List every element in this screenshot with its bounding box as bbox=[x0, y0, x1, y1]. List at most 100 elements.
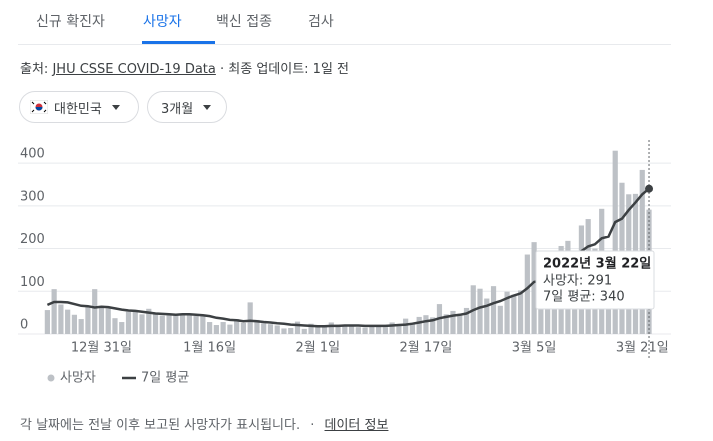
bar bbox=[186, 315, 192, 334]
legend-label: 7일 평균 bbox=[141, 371, 189, 386]
bar bbox=[207, 322, 213, 334]
legend-label: 사망자 bbox=[60, 371, 96, 386]
bar bbox=[389, 322, 395, 334]
x-tick-label: 12월 31일 bbox=[71, 341, 132, 356]
bar bbox=[234, 319, 240, 334]
bar bbox=[247, 302, 253, 334]
active-tab-indicator bbox=[142, 41, 215, 44]
bar bbox=[58, 304, 64, 334]
tab[interactable]: 신규 확진자 bbox=[36, 14, 105, 30]
bar bbox=[132, 310, 138, 334]
tooltip-row: 7일 평균: 340 bbox=[543, 290, 625, 305]
bar bbox=[119, 322, 125, 334]
tab[interactable]: 사망자 bbox=[143, 14, 182, 30]
bar bbox=[443, 314, 449, 334]
bar bbox=[71, 314, 78, 334]
bar bbox=[159, 315, 165, 334]
bar bbox=[227, 324, 233, 334]
bar bbox=[146, 308, 152, 334]
bar bbox=[382, 327, 388, 334]
x-tick-label: 2월 1일 bbox=[295, 341, 340, 356]
source-link[interactable]: JHU CSSE COVID-19 Data bbox=[52, 62, 216, 77]
data-info-link[interactable]: 데이터 정보 bbox=[324, 418, 389, 433]
bar bbox=[112, 318, 118, 334]
y-tick-label: 200 bbox=[20, 232, 45, 247]
bar bbox=[254, 319, 260, 334]
bar bbox=[348, 326, 355, 334]
source-line: 출처: JHU CSSE COVID-19 Data · 최종 업데이트: 1일… bbox=[20, 58, 349, 77]
bar bbox=[321, 326, 328, 334]
bar bbox=[484, 298, 490, 334]
region-chip[interactable]: 대한민국 bbox=[19, 91, 139, 123]
legend-swatch bbox=[47, 374, 55, 382]
bar bbox=[240, 322, 247, 334]
bar bbox=[612, 150, 618, 334]
bar bbox=[65, 309, 71, 334]
bar bbox=[44, 310, 50, 334]
bar bbox=[396, 325, 402, 334]
bar bbox=[362, 327, 368, 334]
bar bbox=[335, 324, 341, 334]
bar bbox=[504, 291, 510, 334]
bar bbox=[274, 325, 280, 334]
bar bbox=[531, 242, 537, 334]
bar bbox=[78, 319, 84, 334]
bar bbox=[220, 322, 226, 334]
bar bbox=[166, 315, 172, 334]
bar bbox=[105, 308, 111, 334]
bar bbox=[139, 314, 145, 334]
bar bbox=[376, 326, 382, 334]
bar bbox=[200, 314, 206, 334]
bar bbox=[423, 315, 429, 334]
bar bbox=[517, 290, 524, 334]
tooltip-row: 사망자: 291 bbox=[543, 274, 612, 289]
bar bbox=[538, 298, 544, 334]
bar bbox=[457, 314, 463, 334]
bar bbox=[403, 318, 409, 334]
bar bbox=[463, 307, 470, 334]
bar bbox=[213, 325, 219, 334]
update-info: · 최종 업데이트: 1일 전 bbox=[220, 62, 350, 77]
bar bbox=[409, 323, 416, 334]
bar bbox=[430, 317, 436, 334]
flag-icon bbox=[30, 100, 48, 114]
bar bbox=[92, 289, 98, 334]
bar bbox=[85, 307, 91, 334]
bar bbox=[267, 324, 274, 334]
chip-label: 대한민국 bbox=[54, 101, 102, 117]
y-tick-label: 100 bbox=[20, 275, 45, 290]
bar bbox=[511, 294, 517, 334]
x-tick-label: 1월 16일 bbox=[183, 341, 236, 356]
bar bbox=[261, 323, 267, 334]
x-tick-label: 3월 21일 bbox=[616, 341, 669, 356]
tab-bar: 신규 확진자 사망자 백신 접종 검사 bbox=[18, 0, 671, 45]
tab[interactable]: 검사 bbox=[308, 14, 334, 30]
chip-label: 3개월 bbox=[161, 101, 194, 117]
bar bbox=[497, 305, 503, 334]
bar bbox=[524, 254, 530, 334]
bar bbox=[173, 315, 179, 334]
tooltip-box bbox=[535, 250, 655, 310]
bar bbox=[477, 288, 483, 334]
x-tick-label: 2월 17일 bbox=[400, 341, 453, 356]
bar bbox=[308, 323, 314, 334]
bar bbox=[315, 325, 321, 334]
bar bbox=[152, 312, 159, 334]
bar bbox=[369, 325, 375, 334]
tooltip-title: 2022년 3월 22일 bbox=[543, 256, 651, 272]
y-tick-label: 300 bbox=[20, 189, 45, 204]
hover-point bbox=[645, 184, 654, 193]
bar bbox=[98, 305, 105, 334]
chart: 0 100 200 300 400 12월 31일 1월 16일 2월 1일 2월 17일 3월 … bbox=[18, 140, 671, 386]
footer-note: 각 날짜에는 전날 이후 보고된 사망자가 표시됩니다. bbox=[20, 418, 301, 433]
bar bbox=[51, 289, 57, 334]
x-tick-label: 3월 5일 bbox=[512, 341, 557, 356]
bar bbox=[490, 286, 497, 334]
bar bbox=[328, 322, 334, 334]
bar bbox=[125, 311, 132, 334]
bar bbox=[193, 316, 199, 334]
tab[interactable]: 백신 접종 bbox=[216, 14, 272, 30]
period-chip[interactable]: 3개월 bbox=[147, 91, 227, 123]
footer: 각 날짜에는 전날 이후 보고된 사망자가 표시됩니다. · 데이터 정보 bbox=[20, 418, 389, 433]
